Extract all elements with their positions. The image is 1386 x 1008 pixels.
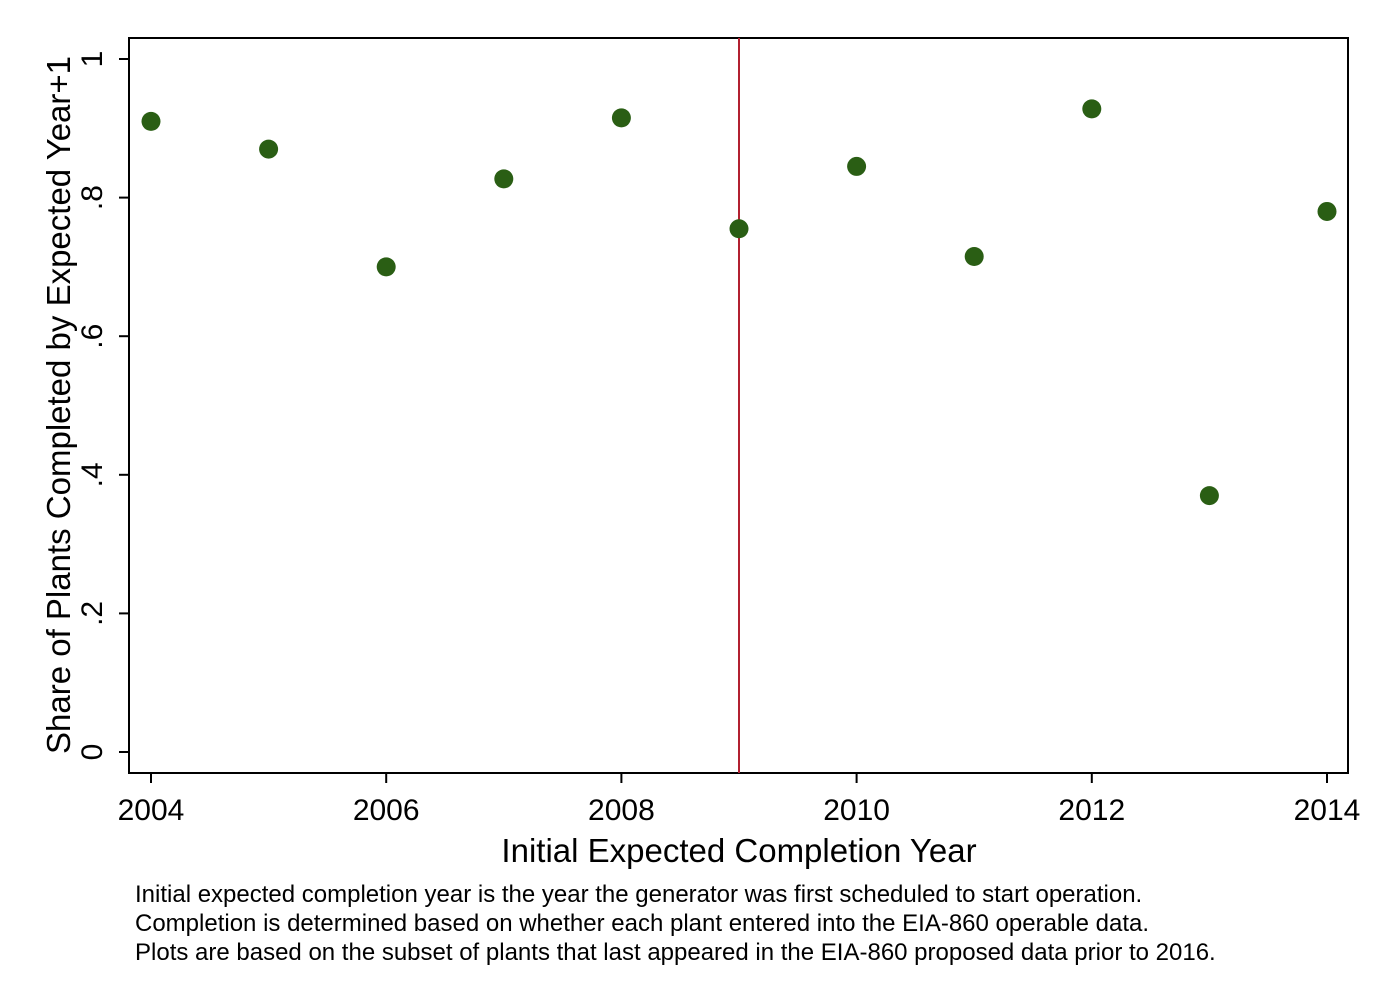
data-point [376, 257, 396, 277]
data-point [611, 108, 631, 128]
x-tick-label: 2012 [1058, 794, 1125, 827]
y-tick-label: 1 [76, 51, 109, 68]
data-point [141, 111, 161, 131]
data-points [141, 99, 1337, 506]
data-point [729, 219, 749, 239]
data-point [259, 139, 279, 159]
y-tick-label: .6 [76, 324, 109, 349]
y-tick-label: .4 [76, 462, 109, 487]
data-point [494, 169, 514, 189]
note-line-1: Initial expected completion year is the … [135, 881, 1142, 908]
data-point [847, 156, 867, 176]
note-line-3: Plots are based on the subset of plants … [135, 939, 1216, 966]
y-axis-title: Share of Plants Completed by Expected Ye… [40, 56, 77, 754]
note-line-2: Completion is determined based on whethe… [135, 910, 1149, 937]
data-point [1082, 99, 1102, 119]
x-axis-title: Initial Expected Completion Year [501, 832, 976, 869]
data-point [1199, 486, 1219, 506]
x-tick-label: 2004 [118, 794, 185, 827]
data-point [964, 247, 984, 267]
axis-ticks: 2004 2006 2008 2010 2012 2014 0 .2 .4 .6 .8 1 [76, 51, 1360, 827]
data-point [1317, 201, 1337, 221]
x-tick-label: 2014 [1294, 794, 1361, 827]
y-tick-label: 0 [76, 744, 109, 761]
x-tick-label: 2010 [823, 794, 890, 827]
x-tick-label: 2006 [353, 794, 420, 827]
x-tick-label: 2008 [588, 794, 655, 827]
y-tick-label: .2 [76, 601, 109, 626]
y-tick-label: .8 [76, 185, 109, 210]
